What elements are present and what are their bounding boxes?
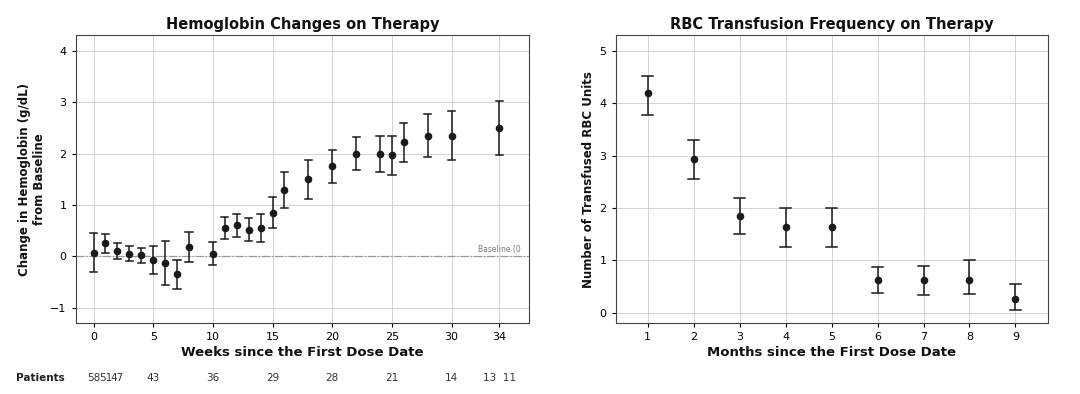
Y-axis label: Change in Hemoglobin (g/dL)
from Baseline: Change in Hemoglobin (g/dL) from Baselin… (18, 83, 46, 276)
Text: 13  11: 13 11 (483, 373, 516, 383)
Text: 29: 29 (266, 373, 280, 383)
X-axis label: Weeks since the First Dose Date: Weeks since the First Dose Date (181, 346, 423, 359)
Text: 47: 47 (111, 373, 124, 383)
Text: 51: 51 (98, 373, 112, 383)
Text: 58: 58 (86, 373, 100, 383)
X-axis label: Months since the First Dose Date: Months since the First Dose Date (707, 346, 956, 359)
Title: RBC Transfusion Frequency on Therapy: RBC Transfusion Frequency on Therapy (670, 17, 994, 32)
Text: 36: 36 (206, 373, 219, 383)
Text: Patients: Patients (16, 373, 65, 383)
Title: Hemoglobin Changes on Therapy: Hemoglobin Changes on Therapy (165, 17, 440, 32)
Text: 14: 14 (445, 373, 458, 383)
Text: 21: 21 (386, 373, 399, 383)
Text: 43: 43 (147, 373, 160, 383)
Y-axis label: Number of Transfused RBC Units: Number of Transfused RBC Units (582, 71, 595, 288)
Text: 28: 28 (325, 373, 339, 383)
Text: Baseline (0: Baseline (0 (478, 245, 521, 254)
